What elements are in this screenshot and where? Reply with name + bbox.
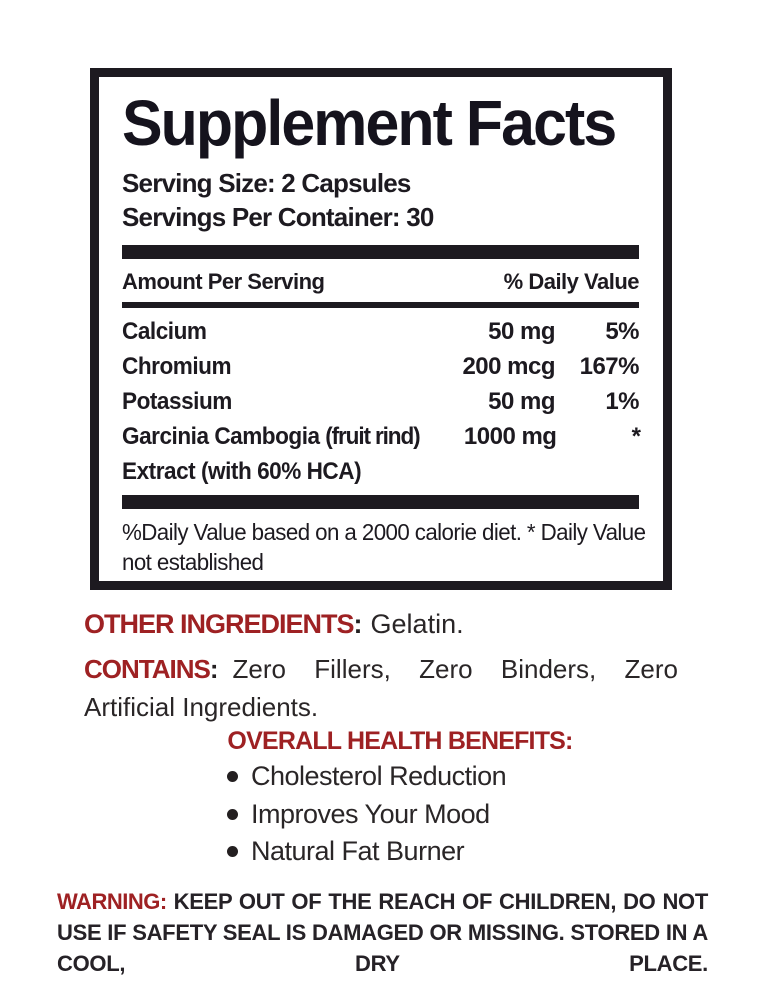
serving-size: Serving Size: 2 Capsules [122, 168, 411, 198]
nutrient-name: Garcinia Cambogia (fruit rind) Extract (w… [122, 419, 438, 489]
divider-bar-thin [122, 302, 639, 308]
nutrient-amount: 200 mcg [462, 353, 555, 380]
benefit-text: Natural Fat Burner [251, 836, 465, 866]
nutrient-name: Calcium [122, 318, 207, 345]
warning-section: WARNING: KEEP OUT OF THE REACH OF CHILDR… [57, 886, 708, 979]
benefit-text: Cholesterol Reduction [251, 761, 507, 791]
table-row: Potassium 50 mg 1% [122, 384, 640, 419]
contains-value: Zero Fillers, Zero Binders, Zero Artific… [84, 654, 678, 722]
nutrient-daily-value: 1% [605, 388, 639, 415]
table-row: Calcium 50 mg 5% [122, 314, 640, 349]
nutrient-daily-value: 5% [605, 318, 639, 345]
table-header-row: Amount Per Serving % Daily Value [122, 267, 640, 297]
nutrient-name-line2: Extract (with 60% HCA) [122, 458, 362, 485]
contains-section: CONTAINS: Zero Fillers, Zero Binders, Zer… [84, 650, 678, 726]
warning-label: WARNING: [57, 889, 167, 914]
health-benefits-heading: OVERALL HEALTH BENEFITS: [227, 727, 573, 755]
daily-value-footnote: %Daily Value based on a 2000 calorie die… [122, 517, 646, 577]
table-row: Chromium 200 mcg 167% [122, 349, 640, 384]
contains-label: CONTAINS [84, 654, 211, 684]
bullet-icon [227, 846, 238, 857]
footnote-line-2: not established [122, 549, 264, 575]
health-benefits-list: Cholesterol Reduction Improves Your Mood… [227, 758, 507, 871]
other-ingredients-colon: : [353, 609, 363, 639]
nutrient-amount: 50 mg [488, 388, 555, 415]
other-ingredients-value: Gelatin. [370, 609, 464, 639]
footnote-line-1: %Daily Value based on a 2000 calorie die… [122, 519, 646, 545]
other-ingredients-section: OTHER INGREDIENTS: Gelatin. [84, 606, 464, 642]
warning-text: KEEP OUT OF THE REACH OF CHILDREN, DO NO… [57, 889, 709, 976]
supplement-facts-panel: Supplement Facts Serving Size: 2 Capsule… [90, 68, 672, 590]
nutrient-table: Calcium 50 mg 5% Chromium 200 mcg 167% P… [122, 314, 641, 489]
list-item: Improves Your Mood [227, 796, 506, 834]
panel-title: Supplement Facts [122, 87, 617, 159]
other-ingredients-label: OTHER INGREDIENTS [84, 609, 355, 639]
nutrient-name: Potassium [122, 388, 232, 415]
benefit-text: Improves Your Mood [251, 798, 490, 829]
divider-bar-thick-bottom [122, 495, 639, 509]
bullet-icon [227, 771, 238, 782]
list-item: Natural Fat Burner [227, 833, 506, 871]
header-amount-per-serving: Amount Per Serving [122, 269, 325, 294]
bullet-icon [227, 808, 238, 820]
header-daily-value: % Daily Value [503, 269, 640, 294]
table-row: Garcinia Cambogia (fruit rind) Extract (w… [122, 419, 641, 489]
nutrient-amount: 1000 mg [463, 423, 557, 450]
nutrient-daily-value: * [631, 423, 641, 450]
list-item: Cholesterol Reduction [227, 758, 507, 796]
nutrient-name-detail: (fruit rind) [325, 423, 420, 450]
nutrient-daily-value: 167% [579, 353, 640, 380]
nutrient-name: Chromium [122, 353, 232, 380]
servings-per-container: Servings Per Container: 30 [122, 202, 434, 232]
divider-bar-thick-top [122, 245, 639, 259]
contains-colon: : [209, 654, 219, 684]
nutrient-amount: 50 mg [488, 318, 555, 345]
